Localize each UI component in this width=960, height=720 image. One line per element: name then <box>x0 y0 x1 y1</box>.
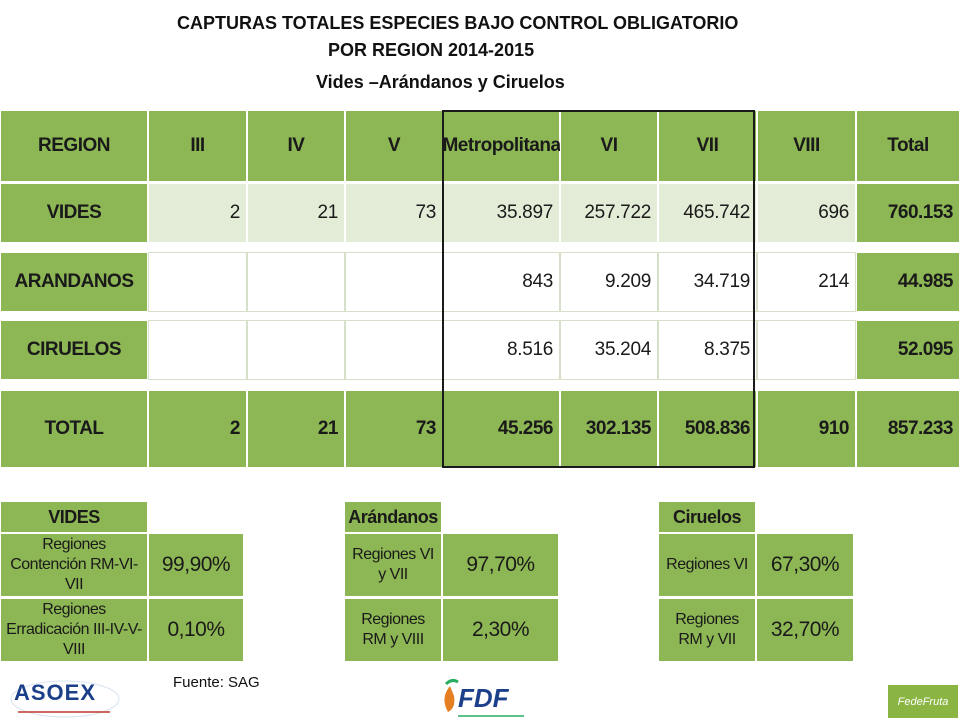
source-note: Fuente: SAG <box>173 674 260 691</box>
table-cell: 2 <box>148 183 247 243</box>
header-cell: VII <box>658 110 757 182</box>
total-row-cell: 2 <box>148 390 247 468</box>
total-row-cell: 508.836 <box>658 390 757 468</box>
total-row-cell: 910 <box>757 390 856 468</box>
summary-title-arandanos: Arándanos <box>344 501 442 533</box>
table-cell <box>148 320 247 380</box>
header-cell: V <box>345 110 443 182</box>
summary-label-vides: Regiones Contención RM-VI-VII <box>0 533 148 597</box>
table-cell: 21 <box>247 183 345 243</box>
table-cell: 257.722 <box>560 183 658 243</box>
row-total: 760.153 <box>856 183 960 243</box>
row-label: VIDES <box>0 183 148 243</box>
table-cell: 843 <box>443 252 560 312</box>
table-cell: 35.204 <box>560 320 658 380</box>
total-row-cell: 73 <box>345 390 443 468</box>
row-total: 52.095 <box>856 320 960 380</box>
summary-label-arandanos: Regiones VI y VII <box>344 533 442 597</box>
table-cell: 696 <box>757 183 856 243</box>
fdf-logo <box>444 678 524 717</box>
summary-value-vides: 0,10% <box>148 598 244 662</box>
grand-total: 857.233 <box>856 390 960 468</box>
summary-value-arandanos: 2,30% <box>442 598 559 662</box>
summary-label-ciruelos: Regiones RM y VII <box>658 598 756 662</box>
header-cell: Metropolitana <box>442 110 561 182</box>
fedefruta-logo: FedeFruta <box>888 685 958 718</box>
table-cell <box>148 252 247 312</box>
table-cell <box>345 252 443 312</box>
page-subtitle-species: Vides –Arándanos y Ciruelos <box>316 72 565 92</box>
total-row-label: TOTAL <box>0 390 148 468</box>
total-row-cell: 21 <box>247 390 345 468</box>
table-cell: 9.209 <box>560 252 658 312</box>
table-cell: 73 <box>345 183 443 243</box>
table-cell: 8.375 <box>658 320 757 380</box>
table-cell: 35.897 <box>443 183 560 243</box>
total-row-cell: 302.135 <box>560 390 658 468</box>
summary-value-vides: 99,90% <box>148 533 244 597</box>
summary-value-arandanos: 97,70% <box>442 533 559 597</box>
row-label: ARANDANOS <box>0 252 148 312</box>
summary-title-vides: VIDES <box>0 501 148 533</box>
summary-value-ciruelos: 32,70% <box>756 598 854 662</box>
header-cell: III <box>148 110 247 182</box>
asoex-logo <box>10 680 120 718</box>
total-row-cell: 45.256 <box>443 390 560 468</box>
asoex-logo-text: ASOEX <box>14 680 97 705</box>
table-cell <box>757 320 856 380</box>
page-title: CAPTURAS TOTALES ESPECIES BAJO CONTROL O… <box>177 13 739 33</box>
summary-title-ciruelos: Ciruelos <box>658 501 756 533</box>
fdf-logo-text: FDF <box>458 683 509 713</box>
table-cell: 465.742 <box>658 183 757 243</box>
table-cell: 8.516 <box>443 320 560 380</box>
page-subtitle: POR REGION 2014-2015 <box>328 40 535 60</box>
table-cell <box>247 252 345 312</box>
table-cell: 214 <box>757 252 856 312</box>
summary-label-arandanos: Regiones RM y VIII <box>344 598 442 662</box>
summary-label-ciruelos: Regiones VI <box>658 533 756 597</box>
table-cell <box>247 320 345 380</box>
header-cell: REGION <box>0 110 148 182</box>
header-cell: Total <box>856 110 960 182</box>
header-cell: VIII <box>757 110 856 182</box>
table-cell <box>345 320 443 380</box>
header-cell: VI <box>560 110 658 182</box>
summary-label-vides: Regiones Erradicación III-IV-V-VIII <box>0 598 148 662</box>
header-cell: IV <box>247 110 345 182</box>
table-cell: 34.719 <box>658 252 757 312</box>
row-label: CIRUELOS <box>0 320 148 380</box>
row-total: 44.985 <box>856 252 960 312</box>
summary-value-ciruelos: 67,30% <box>756 533 854 597</box>
